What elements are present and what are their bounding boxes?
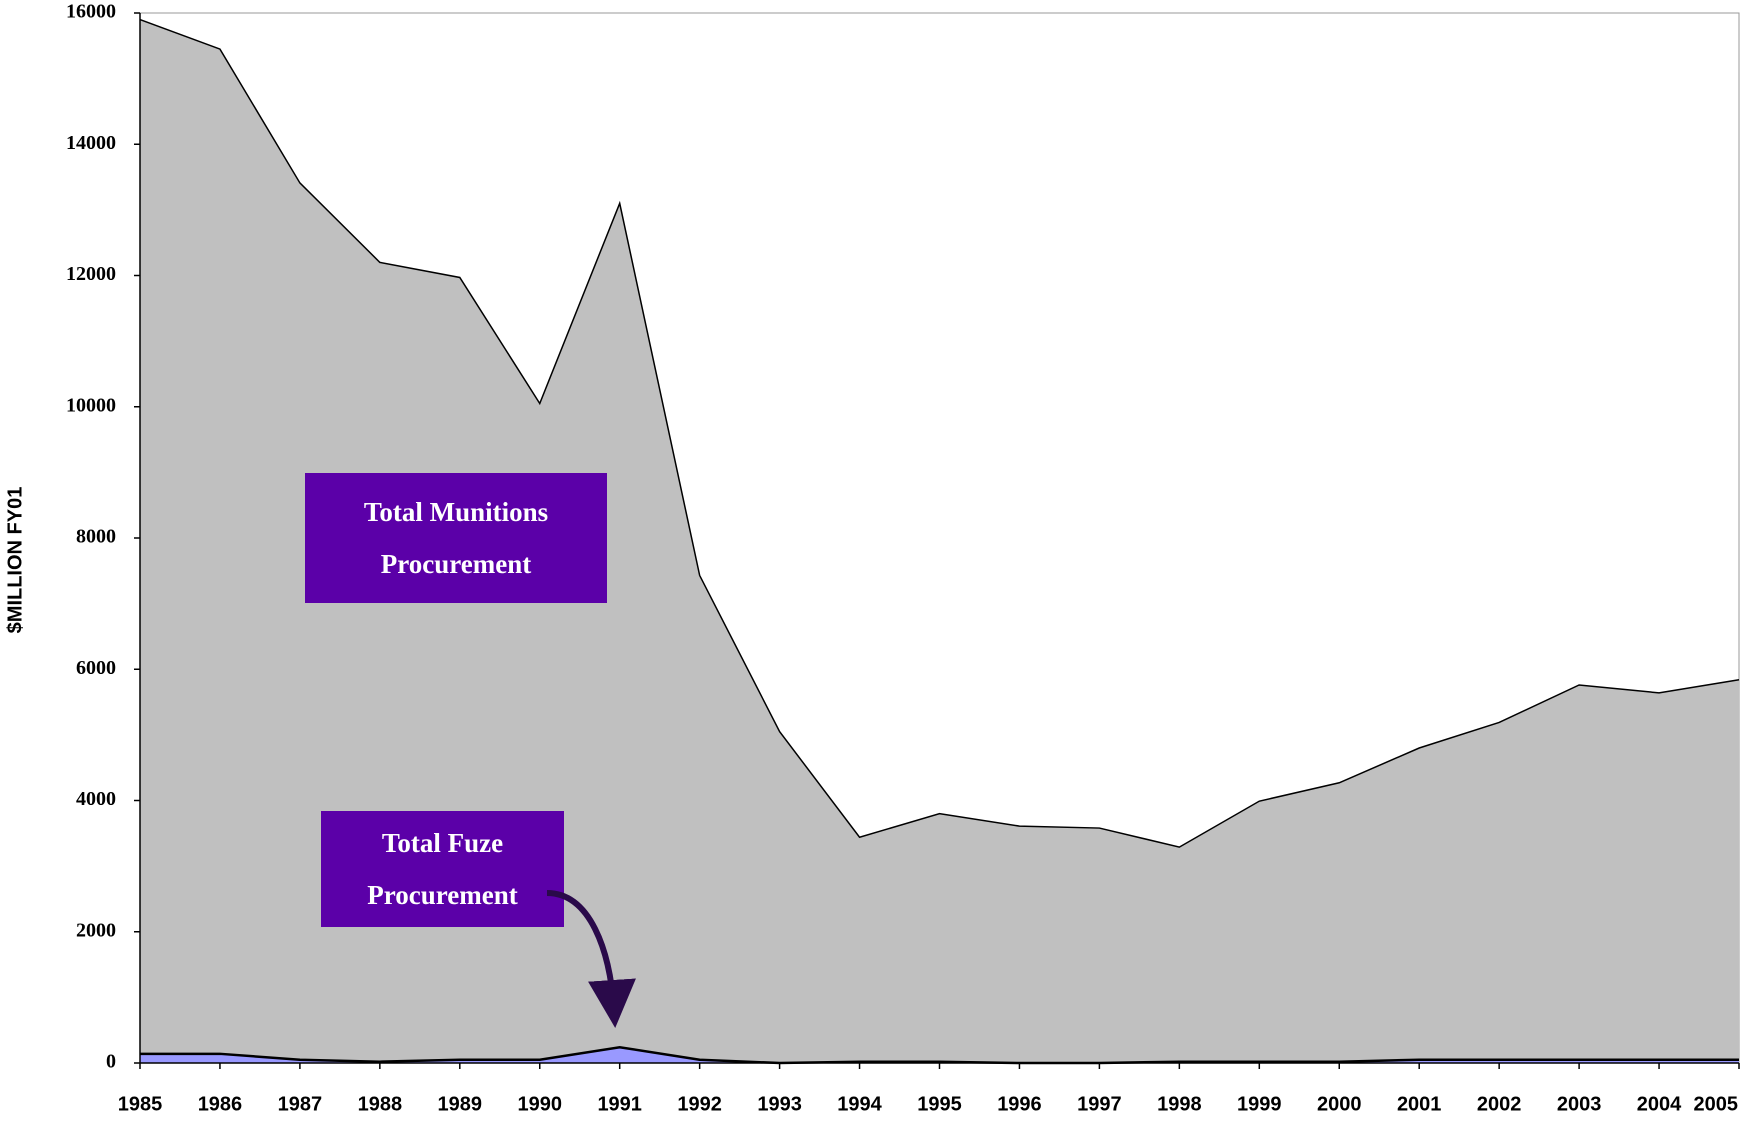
y-tick-label: 16000 <box>66 1 116 23</box>
x-tick-label: 1989 <box>438 1093 483 1115</box>
y-tick-label: 8000 <box>76 526 116 548</box>
y-tick-label: 10000 <box>66 394 116 416</box>
x-tick-label: 1995 <box>917 1093 962 1115</box>
annotation-box: Total Munitions Procurement <box>305 473 607 603</box>
x-tick-label: 1996 <box>997 1093 1042 1115</box>
area-line <box>139 18 1740 848</box>
x-tick-label: 2003 <box>1557 1093 1602 1115</box>
y-tick-label: 0 <box>106 1051 116 1073</box>
y-tick-label: 12000 <box>66 263 116 285</box>
x-tick-label: 2004 <box>1637 1093 1682 1115</box>
y-axis-label: $MILLION FY01 <box>4 487 26 634</box>
x-tick-label: 2005 <box>1694 1093 1739 1115</box>
annotation-box: Total Fuze Procurement <box>321 811 564 927</box>
x-tick-label: 1987 <box>278 1093 323 1115</box>
x-tick-label: 2002 <box>1477 1093 1522 1115</box>
x-tick-label: 1998 <box>1157 1093 1202 1115</box>
x-tick-label: 1997 <box>1077 1093 1122 1115</box>
y-tick-label: 4000 <box>76 788 116 810</box>
area-fill <box>140 1047 1739 1063</box>
y-tick-label: 14000 <box>66 132 116 154</box>
x-tick-label: 2001 <box>1397 1093 1442 1115</box>
area-fill <box>140 19 1739 1063</box>
y-tick-label: 2000 <box>76 919 116 941</box>
x-tick-label: 1993 <box>757 1093 802 1115</box>
x-tick-label: 1991 <box>597 1093 642 1115</box>
x-tick-label: 1985 <box>118 1093 163 1115</box>
y-tick-label: 6000 <box>76 657 116 679</box>
x-tick-label: 1992 <box>677 1093 722 1115</box>
x-tick-label: 1986 <box>198 1093 243 1115</box>
x-tick-label: 2000 <box>1317 1093 1362 1115</box>
area-line <box>140 1045 1739 1065</box>
x-tick-label: 1988 <box>358 1093 403 1115</box>
x-tick-label: 1994 <box>837 1093 882 1115</box>
x-tick-label: 1999 <box>1237 1093 1282 1115</box>
x-tick-label: 1990 <box>518 1093 563 1115</box>
